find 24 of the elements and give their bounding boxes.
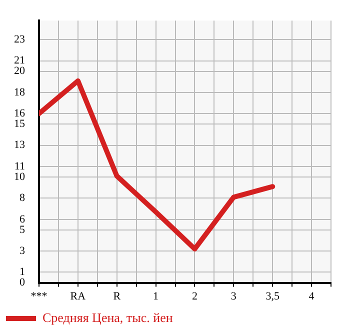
y-tick-label: 6: [20, 213, 26, 226]
y-tick-label: 21: [14, 54, 25, 67]
x-tick-label: 3,5: [266, 290, 280, 302]
x-tick-label: 3: [230, 290, 237, 302]
x-tick-label: RA: [70, 290, 86, 302]
x-tick-label: 4: [308, 290, 315, 302]
y-tick-label: 5: [20, 224, 26, 236]
x-tick-label: 1: [153, 290, 159, 302]
y-tick-label: 8: [20, 192, 26, 204]
y-tick-label: 0: [20, 276, 26, 289]
y-tick-label: 11: [14, 160, 25, 172]
y-tick-label: 16: [14, 108, 26, 120]
y-tick-label: 23: [14, 34, 26, 46]
y-tick-label: 13: [14, 139, 26, 152]
y-tick-label: 10: [14, 170, 26, 183]
x-tick-label: ***: [30, 290, 48, 302]
x-tick-label: 2: [192, 290, 198, 302]
y-tick-label: 15: [14, 118, 26, 130]
legend-label: Средняя Цена, тыс. йен: [42, 310, 173, 325]
y-tick-label: 3: [20, 244, 26, 257]
y-tick-label: 18: [14, 86, 26, 98]
y-tick-label: 1: [20, 266, 25, 278]
y-tick-label: 20: [14, 65, 26, 78]
x-tick-label: R: [113, 290, 122, 302]
